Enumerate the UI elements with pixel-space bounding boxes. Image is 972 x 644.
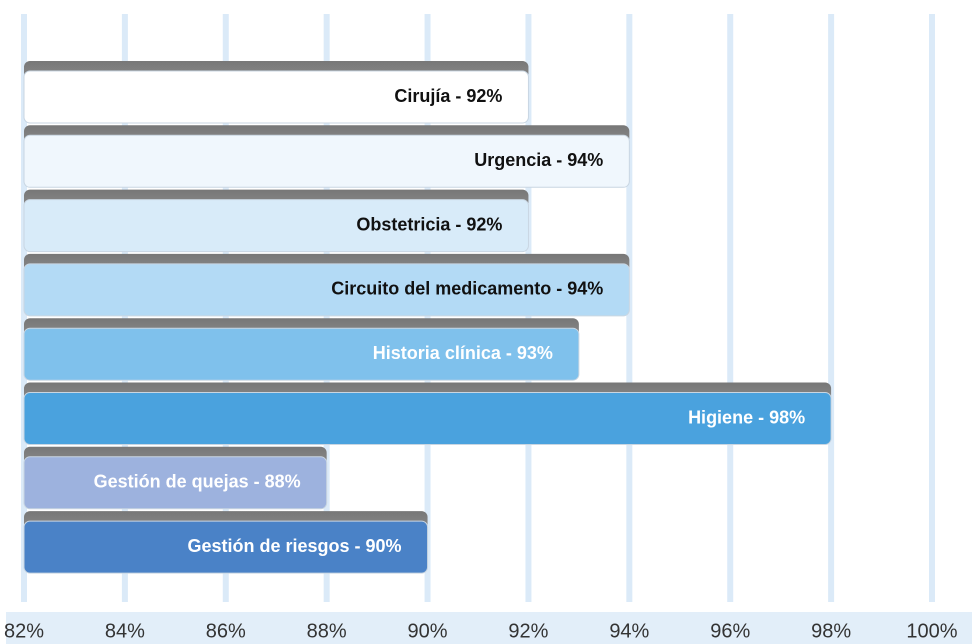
bar-label: Gestión de quejas - 88% — [94, 472, 301, 492]
x-tick-label: 92% — [508, 620, 548, 642]
bar — [23, 327, 580, 381]
bar-label: Higiene - 98% — [688, 407, 805, 427]
bar — [23, 199, 529, 253]
x-tick-label: 100% — [906, 620, 957, 642]
bar-label: Urgencia - 94% — [474, 150, 603, 170]
bar-label: Gestión de riesgos - 90% — [187, 536, 401, 556]
x-tick-label: 90% — [408, 620, 448, 642]
bar-label: Circuito del medicamento - 94% — [331, 279, 603, 299]
bar-label: Historia clínica - 93% — [373, 343, 553, 363]
bar — [23, 520, 429, 574]
bar — [23, 392, 832, 445]
bar — [23, 456, 328, 510]
x-tick-label: 96% — [710, 620, 750, 642]
x-tick-label: 94% — [609, 620, 649, 642]
x-tick-label: 88% — [307, 620, 347, 642]
x-tick-label: 82% — [4, 620, 44, 642]
bar — [23, 263, 630, 317]
x-tick-label: 98% — [811, 620, 851, 642]
x-tick-label: 86% — [206, 620, 246, 642]
bar-label: Cirujía - 92% — [394, 86, 502, 106]
bar — [23, 134, 630, 188]
bar-label: Obstetricia - 92% — [356, 214, 502, 234]
bar — [23, 70, 529, 124]
x-tick-label: 84% — [105, 620, 145, 642]
axis-band — [6, 612, 972, 644]
